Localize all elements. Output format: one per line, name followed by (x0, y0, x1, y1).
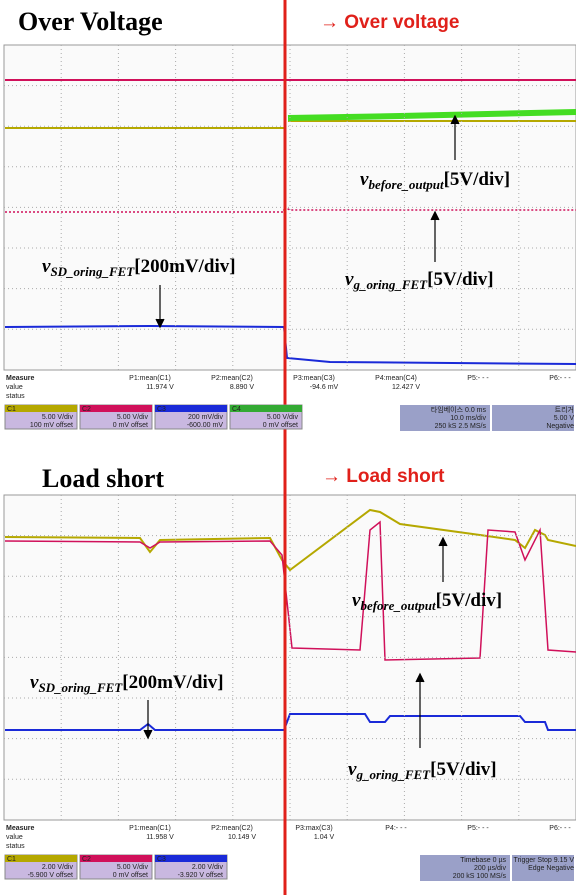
measure-header: status (6, 393, 25, 400)
channel-name: C3 (157, 406, 166, 413)
channel-name: C3 (157, 856, 166, 863)
panel-title: Over Voltage (18, 7, 163, 36)
measure-header: value (6, 384, 23, 391)
measure-name: P2:mean(C2) (211, 825, 253, 832)
measure-name: P4:- - - (385, 825, 407, 832)
measure-value: 10.149 V (228, 834, 256, 841)
measure-name: P1:mean(C1) (129, 375, 171, 382)
timebase-text: 250 kS 2.5 MS/s (435, 423, 487, 430)
measure-header: status (6, 843, 25, 850)
subscript: SD_oring_FET (50, 264, 135, 279)
measure-name: P5:- - - (467, 375, 489, 382)
measure-header: value (6, 834, 23, 841)
scale: [5V/div] (436, 590, 503, 611)
channel-scale: 200 mV/div (188, 414, 224, 421)
channel-offset: -3.920 V offset (178, 872, 223, 879)
scale: [5V/div] (430, 759, 497, 780)
measure-name: P6:- - - (549, 825, 571, 832)
channel-name: C1 (7, 856, 16, 863)
measure-name: P3:max(C3) (295, 825, 332, 832)
channel-offset: -5.900 V offset (28, 872, 73, 879)
measure-value: 11.958 V (146, 834, 174, 841)
timebase-text: 타임베이스 0.0 ms (431, 405, 487, 414)
trigger-text: 5.00 V (554, 415, 575, 422)
channel-scale: 2.00 V/div (192, 864, 224, 871)
channel-scale: 5.00 V/div (117, 414, 149, 421)
measure-name: P1:mean(C1) (129, 825, 171, 832)
channel-name: C2 (82, 406, 91, 413)
trigger-text: Negative (546, 423, 574, 430)
channel-name: C1 (7, 406, 16, 413)
timebase-text: Timebase 0 µs (460, 857, 506, 864)
channel-offset: 0 mV offset (263, 422, 298, 429)
scale: [200mV/div] (122, 672, 223, 693)
subscript: SD_oring_FET (38, 680, 123, 695)
channel-name: C4 (232, 406, 241, 413)
annotation: → Over voltage (320, 12, 459, 33)
channel-scale: 5.00 V/div (117, 864, 149, 871)
scale: [200mV/div] (134, 256, 235, 277)
subscript: before_output (360, 598, 436, 613)
scale: [5V/div] (427, 269, 494, 290)
annotation: → Load short (322, 466, 445, 487)
subscript: before_output (368, 177, 444, 192)
measure-name: P2:mean(C2) (211, 375, 253, 382)
channel-scale: 5.00 V/div (42, 414, 74, 421)
measure-value: 12.427 V (392, 384, 420, 391)
measure-name: P4:mean(C4) (375, 375, 417, 382)
trigger-text: Trigger Stop 9.15 V (514, 857, 575, 864)
timebase-text: 10.0 ms/div (450, 415, 486, 422)
measure-name: P5:- - - (467, 825, 489, 832)
channel-offset: -600.00 mV (187, 422, 224, 429)
scope-screen (4, 45, 576, 370)
panel-title: Load short (42, 464, 164, 493)
channel-name: C2 (82, 856, 91, 863)
measure-name: P3:mean(C3) (293, 375, 335, 382)
channel-offset: 100 mV offset (30, 422, 73, 429)
channel-offset: 0 mV offset (113, 872, 148, 879)
measure-value: 11.974 V (146, 384, 174, 391)
measure-value: 1.04 V (314, 834, 335, 841)
subscript: g_oring_FET (352, 277, 428, 292)
measure-header: Measure (6, 825, 35, 832)
timebase-text: 200 kS 100 MS/s (453, 873, 507, 880)
measure-value: 8.890 V (230, 384, 254, 391)
figure: Over Voltage→ Over voltagevbefore_output… (0, 0, 576, 895)
subscript: g_oring_FET (355, 767, 431, 782)
trigger-text: Edge Negative (528, 865, 574, 872)
channel-scale: 5.00 V/div (267, 414, 299, 421)
scale: [5V/div] (444, 169, 511, 190)
trigger-text: 트리거 (555, 405, 574, 414)
measure-value: -94.6 mV (310, 384, 339, 391)
measure-header: Measure (6, 375, 35, 382)
timebase-text: 200 µs/div (474, 865, 507, 872)
channel-offset: 0 mV offset (113, 422, 148, 429)
measure-name: P6:- - - (549, 375, 571, 382)
channel-scale: 2.00 V/div (42, 864, 74, 871)
